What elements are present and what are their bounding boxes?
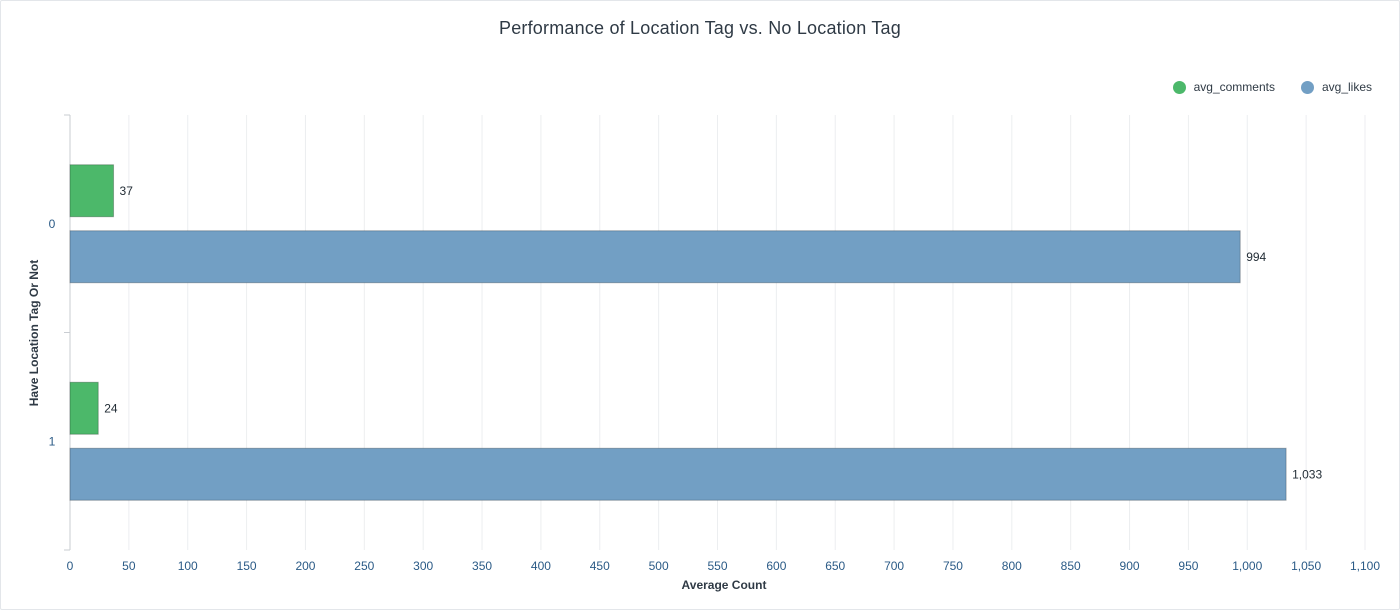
x-tick-label: 1,000	[1232, 559, 1262, 573]
x-tick-label: 800	[1002, 559, 1022, 573]
bar-avg_likes-1[interactable]	[69, 447, 1287, 501]
x-tick-label: 200	[295, 559, 315, 573]
x-tick-label: 950	[1178, 559, 1198, 573]
x-tick-label: 850	[1061, 559, 1081, 573]
data-label: 1,033	[1292, 467, 1322, 481]
x-tick-label: 150	[237, 559, 257, 573]
x-tick-label: 50	[122, 559, 136, 573]
legend-item-avg-comments[interactable]: avg_comments	[1172, 80, 1275, 94]
x-tick-label: 400	[531, 559, 551, 573]
y-tick-label: 1	[49, 434, 56, 448]
x-tick-label: 0	[67, 559, 74, 573]
legend-swatch-avg-likes	[1300, 80, 1314, 94]
data-label: 24	[104, 401, 118, 415]
legend-label-avg-comments: avg_comments	[1193, 80, 1275, 94]
x-tick-label: 500	[649, 559, 669, 573]
x-tick-label: 300	[413, 559, 433, 573]
data-labels: 37 994 24 1,033	[104, 184, 1322, 482]
x-tick-label: 350	[472, 559, 492, 573]
x-tick-label: 1,050	[1291, 559, 1321, 573]
legend-item-avg-likes[interactable]: avg_likes	[1300, 80, 1372, 94]
bar-avg_comments-1[interactable]	[69, 381, 99, 435]
x-tick-label: 550	[707, 559, 727, 573]
bar-avg_likes-0[interactable]	[69, 230, 1241, 284]
legend-label-avg-likes: avg_likes	[1321, 80, 1372, 94]
x-tick-label: 250	[354, 559, 374, 573]
axes: 0 50 100 150 200 250 300 350 400 450 500 550 600 650 7…	[49, 114, 1380, 573]
x-tick-label: 750	[943, 559, 963, 573]
bar-avg_comments-0[interactable]	[69, 164, 115, 218]
x-tick-label: 650	[825, 559, 845, 573]
x-tick-label: 100	[178, 559, 198, 573]
bars	[69, 164, 1287, 501]
x-tick-label: 600	[766, 559, 786, 573]
legend: avg_comments avg_likes	[1172, 80, 1372, 94]
chart-title: Performance of Location Tag vs. No Locat…	[499, 18, 901, 38]
y-tick-label: 0	[49, 217, 56, 231]
y-axis-label: Have Location Tag Or Not	[27, 260, 41, 406]
x-axis-label: Average Count	[682, 578, 767, 592]
legend-swatch-avg-comments	[1172, 80, 1186, 94]
data-label: 37	[120, 184, 134, 198]
x-tick-label: 900	[1120, 559, 1140, 573]
x-tick-label: 700	[884, 559, 904, 573]
data-label: 994	[1246, 250, 1266, 264]
x-tick-label: 450	[590, 559, 610, 573]
x-tick-label: 1,100	[1350, 559, 1380, 573]
